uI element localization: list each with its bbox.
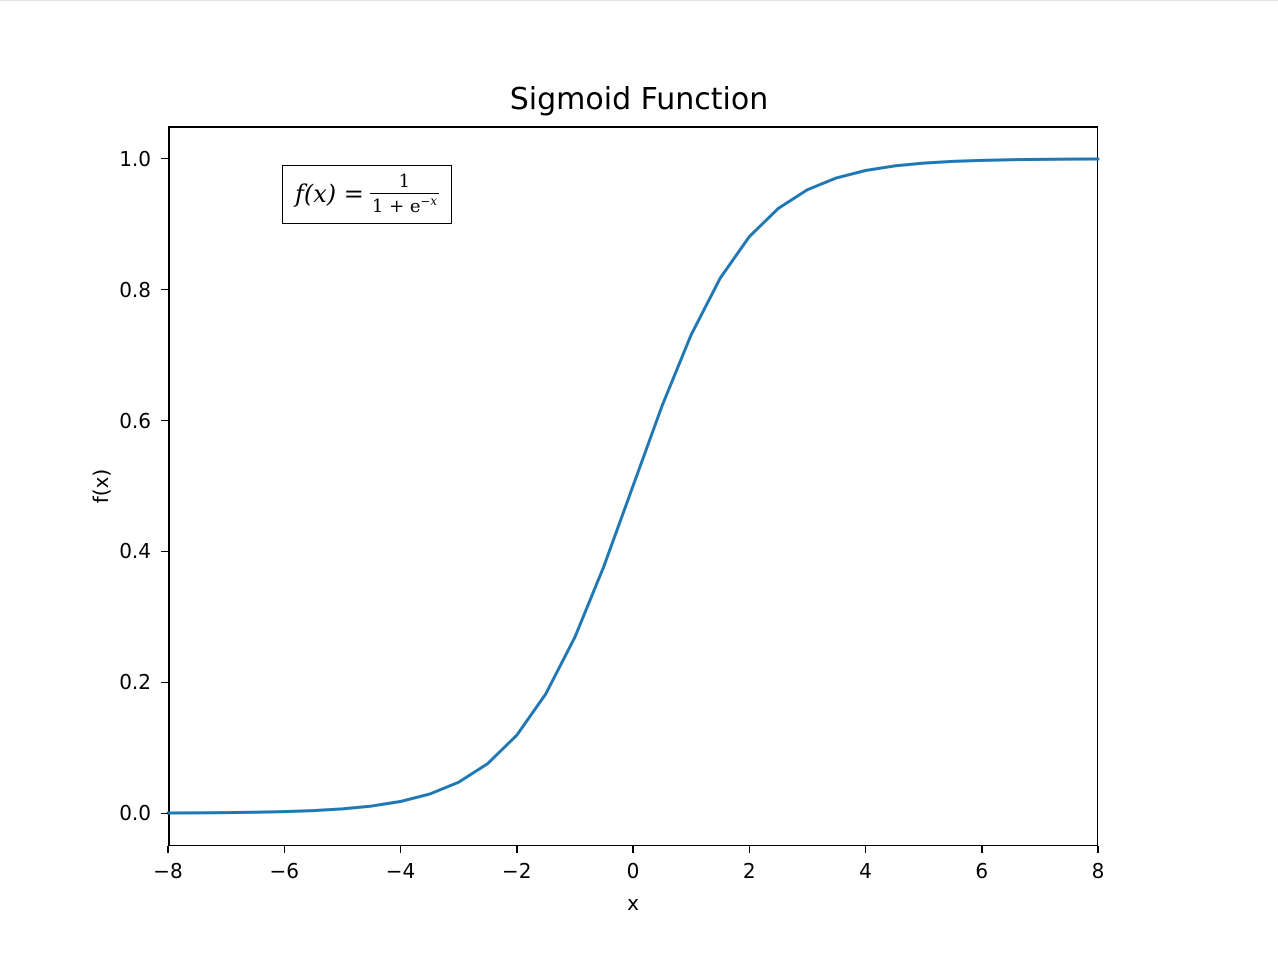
formula-fraction: 1 1 + e−x xyxy=(370,172,439,217)
x-tick-mark xyxy=(749,846,751,853)
y-tick-label: 0.4 xyxy=(119,539,151,563)
x-tick-label: −2 xyxy=(502,859,531,883)
formula-den-exponent: −x xyxy=(421,194,437,208)
figure: Sigmoid Function f(x) = 1 1 + e−x x f(x xyxy=(0,0,1278,958)
x-axis-label: x xyxy=(627,891,639,915)
x-tick-label: 6 xyxy=(975,859,988,883)
figure-topline xyxy=(0,0,1278,1)
sigmoid-curve xyxy=(168,126,1098,846)
x-tick-label: 4 xyxy=(859,859,872,883)
y-tick-mark xyxy=(161,158,168,160)
x-tick-label: −8 xyxy=(153,859,182,883)
x-tick-mark xyxy=(167,846,169,853)
formula-lhs: f(x) = xyxy=(295,180,364,208)
plot-area: f(x) = 1 1 + e−x xyxy=(168,126,1098,846)
x-tick-mark xyxy=(284,846,286,853)
x-tick-label: 8 xyxy=(1092,859,1105,883)
x-tick-label: −6 xyxy=(270,859,299,883)
x-tick-label: 0 xyxy=(627,859,640,883)
y-tick-label: 0.8 xyxy=(119,278,151,302)
x-tick-mark xyxy=(981,846,983,853)
formula-denominator: 1 + e−x xyxy=(370,195,439,217)
y-axis-label: f(x) xyxy=(89,469,113,503)
formula-den-prefix: 1 + e xyxy=(372,196,421,217)
x-tick-mark xyxy=(516,846,518,853)
x-tick-label: −4 xyxy=(386,859,415,883)
y-tick-label: 0.6 xyxy=(119,409,151,433)
x-tick-mark xyxy=(1097,846,1099,853)
y-tick-label: 1.0 xyxy=(119,147,151,171)
y-tick-label: 0.0 xyxy=(119,801,151,825)
sigmoid-path xyxy=(168,159,1098,813)
x-tick-mark xyxy=(400,846,402,853)
x-tick-label: 2 xyxy=(743,859,756,883)
y-tick-mark xyxy=(161,682,168,684)
y-tick-mark xyxy=(161,813,168,815)
y-tick-mark xyxy=(161,289,168,291)
formula-numerator: 1 xyxy=(397,172,412,192)
x-tick-mark xyxy=(632,846,634,853)
chart-title: Sigmoid Function xyxy=(0,82,1278,117)
y-tick-mark xyxy=(161,420,168,422)
y-tick-mark xyxy=(161,551,168,553)
y-tick-label: 0.2 xyxy=(119,670,151,694)
formula-box: f(x) = 1 1 + e−x xyxy=(282,165,452,224)
x-tick-mark xyxy=(865,846,867,853)
